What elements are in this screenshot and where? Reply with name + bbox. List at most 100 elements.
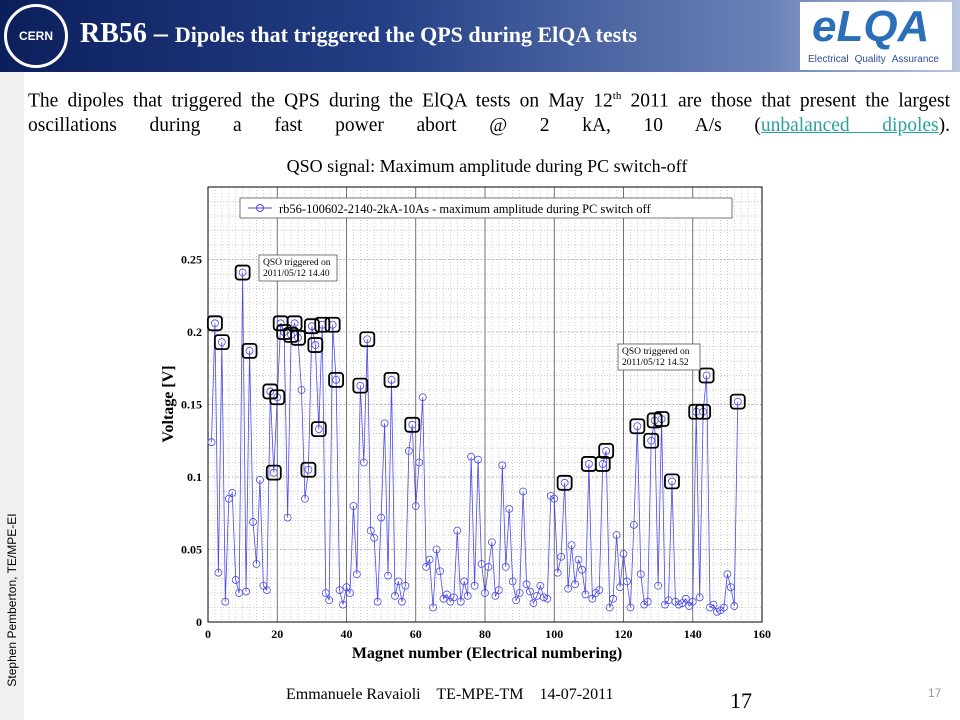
data-line: [211, 272, 739, 613]
highlight-box: [556, 474, 573, 491]
highlight-box: [729, 393, 746, 410]
highlight-box: [688, 403, 705, 420]
data-point: [276, 319, 285, 328]
y-axis-label: Voltage [V]: [160, 365, 177, 442]
logo-word: Electrical: [808, 54, 849, 65]
data-point: [207, 438, 216, 447]
x-tick-label: 40: [341, 627, 353, 641]
data-point: [269, 468, 278, 477]
link[interactable]: unbalanced dipoles: [760, 114, 939, 136]
highlight-box: [310, 421, 327, 438]
highlight-box: [698, 367, 715, 384]
cern-logo: CERN: [4, 4, 68, 68]
data-point: [581, 590, 590, 599]
highlight-box: [328, 371, 345, 388]
data-point: [709, 600, 718, 609]
data-point: [245, 346, 254, 355]
data-point: [505, 504, 514, 513]
data-point: [380, 419, 389, 428]
highlight-box: [695, 403, 712, 420]
y-tick-label: 0.25: [181, 253, 202, 267]
highlight-box: [594, 456, 611, 472]
data-point: [352, 570, 361, 579]
data-point: [560, 478, 569, 487]
data-point: [436, 567, 444, 576]
data-point: [629, 520, 638, 529]
x-tick-label: 160: [753, 627, 771, 641]
data-point: [363, 335, 372, 344]
data-point: [231, 576, 240, 584]
highlight-box: [234, 264, 251, 281]
data-point: [432, 545, 441, 554]
data-point: [567, 541, 576, 550]
data-point: [633, 422, 642, 431]
data-point: [539, 593, 548, 602]
x-tick-label: 140: [684, 627, 702, 641]
data-point: [456, 597, 465, 606]
data-point: [612, 531, 621, 539]
data-point: [494, 586, 503, 595]
data-point: [522, 580, 531, 589]
data-point: [422, 562, 431, 571]
data-point: [238, 268, 247, 277]
annotation-box: [617, 343, 701, 371]
data-point: [467, 452, 476, 461]
legend-label: rb56-100602-2140-2kA-10As - maximum ampl…: [279, 202, 651, 216]
data-point: [602, 446, 611, 455]
data-point: [214, 568, 223, 577]
data-point: [404, 446, 413, 455]
data-point: [449, 593, 458, 602]
elqa-logo: eLQA Electrical Quality Assurance: [800, 2, 952, 70]
data-point: [681, 594, 690, 603]
highlight-box: [207, 315, 223, 332]
data-point: [335, 586, 344, 595]
data-point: [501, 562, 510, 571]
data-point: [584, 460, 593, 468]
data-point: [726, 583, 735, 592]
data-point: [595, 586, 604, 595]
data-point: [647, 436, 656, 445]
highlight-box: [352, 377, 369, 394]
data-point: [373, 597, 382, 606]
data-point: [256, 475, 264, 484]
data-point: [242, 587, 250, 596]
data-point: [643, 597, 652, 606]
data-point: [429, 603, 437, 612]
data-point: [470, 581, 479, 590]
x-tick-label: 100: [545, 627, 563, 641]
highlight-box: [643, 432, 660, 449]
data-point: [588, 594, 597, 603]
page-number-small: 17: [928, 686, 942, 700]
chart-title: QSO signal: Maximum amplitude during PC …: [287, 156, 688, 176]
data-point: [397, 597, 406, 606]
data-point: [377, 513, 386, 522]
highlight-box: [404, 416, 421, 433]
data-point: [713, 607, 721, 616]
data-point: [605, 603, 614, 612]
page-number: 17: [730, 688, 752, 713]
highlight-box: [303, 318, 320, 335]
data-point: [217, 338, 226, 347]
title-lead: RB56 –: [80, 18, 175, 49]
header-bar: CERN RB56 – Dipoles that triggered the Q…: [0, 0, 960, 72]
data-point: [349, 502, 358, 510]
data-point: [574, 555, 583, 564]
data-point: [623, 577, 631, 586]
data-point: [211, 319, 219, 328]
data-point: [224, 494, 233, 503]
highlight-box: [629, 418, 646, 435]
data-point: [332, 375, 341, 384]
data-point: [290, 319, 299, 328]
data-point: [529, 599, 538, 608]
data-point: [342, 583, 351, 592]
data-point: [297, 386, 306, 394]
highlight-box: [265, 464, 282, 481]
data-point: [519, 487, 527, 496]
data-point: [460, 577, 469, 586]
highlight-box: [314, 316, 331, 333]
data-point: [443, 590, 451, 599]
x-tick-label: 20: [271, 627, 283, 641]
data-point: [339, 600, 347, 609]
data-point: [688, 597, 697, 606]
data-point: [301, 494, 309, 503]
